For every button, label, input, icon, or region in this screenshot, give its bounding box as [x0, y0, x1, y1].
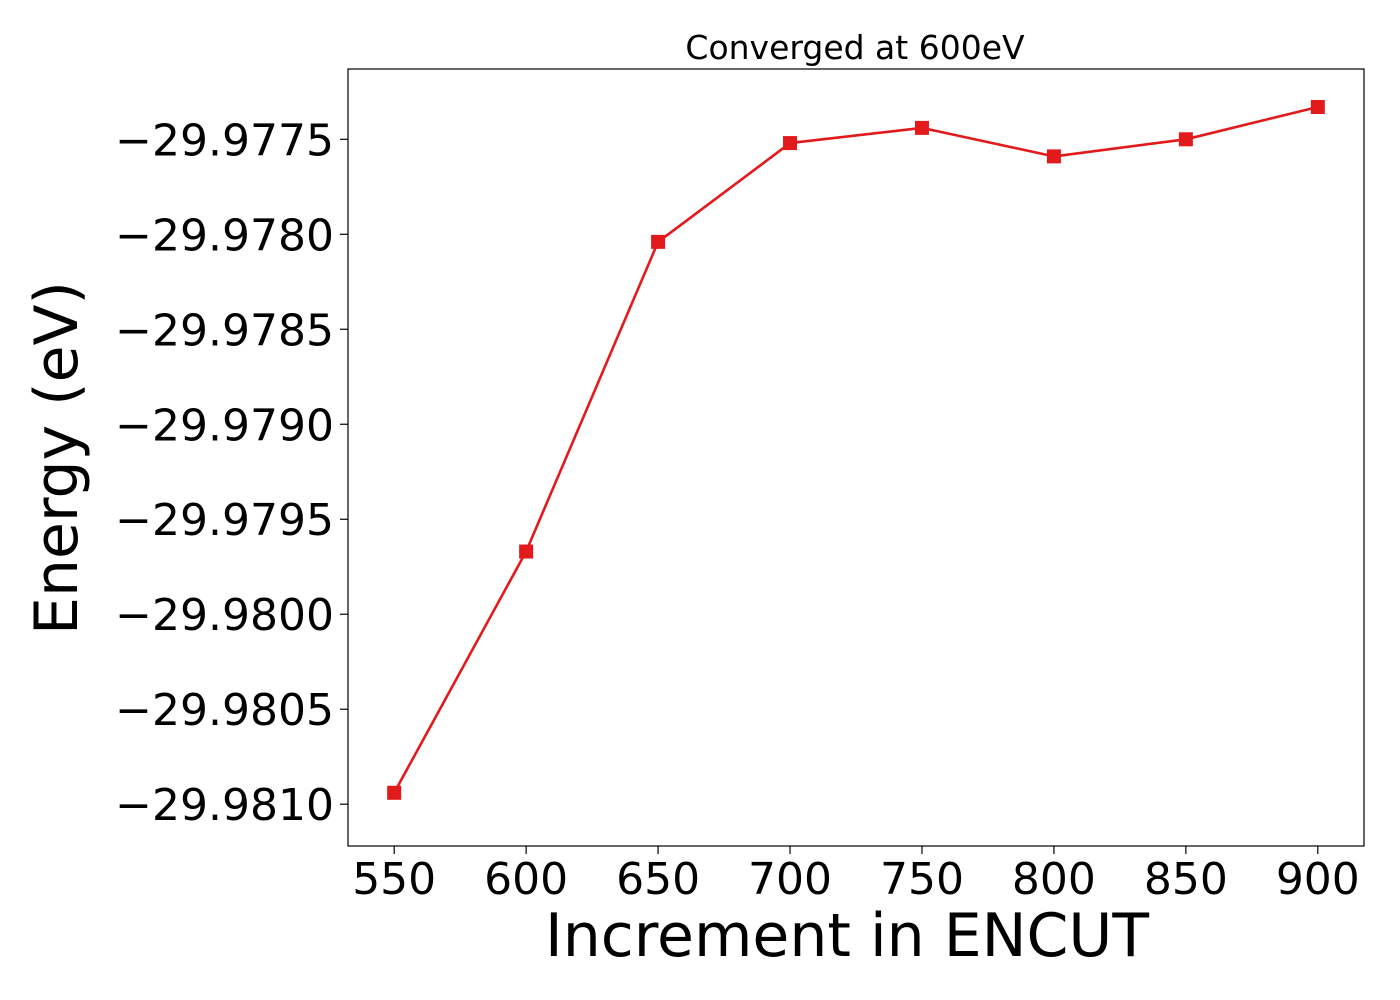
x-axis-ticks: 550 600 650 700 750 800 850 900 — [352, 846, 1360, 905]
series-line — [393, 105, 1319, 794]
y-tick-label: −29.9790 — [115, 400, 334, 451]
y-tick-label: −29.9780 — [115, 210, 334, 261]
plot-layer — [387, 99, 1325, 800]
y-tick-label: −29.9795 — [115, 495, 334, 546]
data-point-marker — [1310, 99, 1325, 114]
x-tick-label: 800 — [1012, 854, 1096, 905]
y-tick-label: −29.9810 — [115, 780, 334, 831]
x-tick-label: 850 — [1144, 854, 1228, 905]
data-point-marker — [387, 785, 402, 800]
data-point-marker — [1046, 149, 1061, 164]
y-tick-label: −29.9785 — [115, 305, 334, 356]
data-point-marker — [1178, 132, 1193, 147]
y-tick-label: −29.9800 — [115, 590, 334, 641]
x-tick-label: 650 — [616, 854, 700, 905]
data-point-marker — [519, 544, 534, 559]
data-point-marker — [914, 120, 929, 135]
x-tick-label: 900 — [1276, 854, 1360, 905]
data-point-marker — [783, 136, 798, 151]
y-tick-label: −29.9805 — [115, 685, 334, 736]
x-tick-label: 600 — [484, 854, 568, 905]
x-axis-title: Increment in ENCUT — [545, 901, 1149, 971]
x-tick-label: 700 — [748, 854, 832, 905]
data-point-marker — [651, 234, 666, 249]
chart-title: Converged at 600eV — [685, 28, 1025, 67]
y-tick-label: −29.9775 — [115, 115, 334, 166]
x-tick-label: 550 — [352, 854, 436, 905]
x-tick-label: 750 — [880, 854, 964, 905]
y-axis-title: Energy (eV) — [22, 281, 92, 635]
y-axis-ticks: −29.9775 −29.9780 −29.9785 −29.9790 −29.9795… — [115, 115, 348, 831]
plot-frame — [347, 68, 1365, 847]
